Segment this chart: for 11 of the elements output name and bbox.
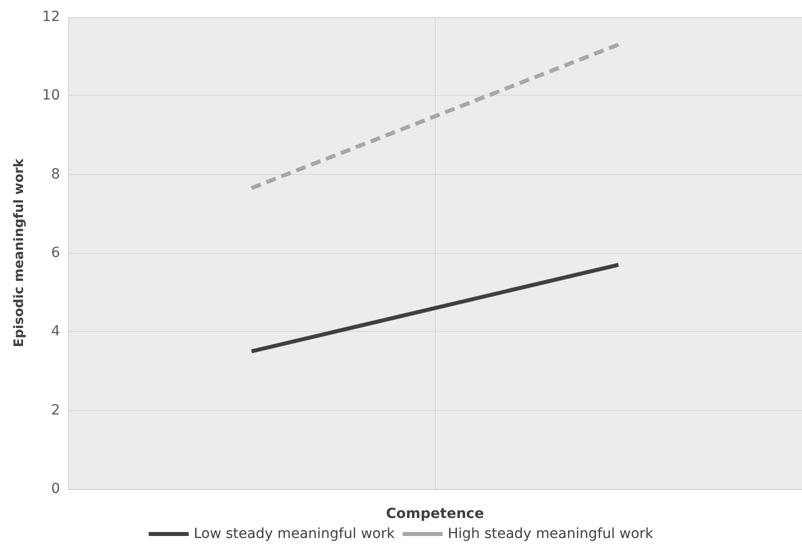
x-axis-title: Competence bbox=[386, 506, 484, 522]
y-tick-label: 2 bbox=[51, 402, 60, 418]
y-tick-label: 4 bbox=[51, 324, 60, 340]
legend-label: Low steady meaningful work bbox=[194, 526, 396, 542]
legend-label: High steady meaningful work bbox=[448, 526, 654, 542]
y-tick-label: 6 bbox=[51, 245, 60, 261]
y-tick-label: 0 bbox=[51, 481, 60, 497]
y-tick-label: 8 bbox=[51, 166, 60, 182]
y-tick-label: 10 bbox=[42, 88, 60, 104]
y-tick-label: 12 bbox=[42, 9, 60, 25]
y-axis-title: Episodic meaningful work bbox=[12, 158, 27, 348]
